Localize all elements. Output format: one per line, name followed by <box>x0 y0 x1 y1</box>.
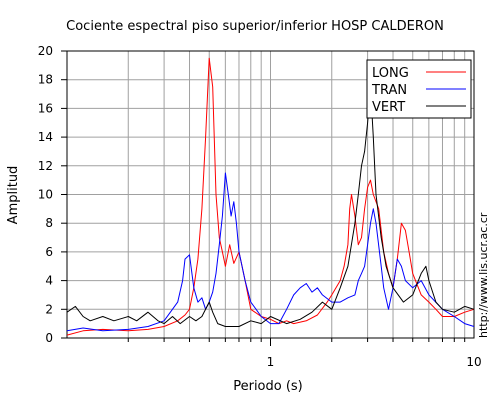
y-tick-label: 8 <box>45 216 53 230</box>
series-line-vert <box>66 86 475 327</box>
y-tick-label: 10 <box>38 188 53 202</box>
y-tick-label: 18 <box>38 73 53 87</box>
legend-label-vert: VERT <box>372 100 405 115</box>
y-axis-label: Amplitud <box>6 166 21 225</box>
y-tick-label: 16 <box>38 101 53 115</box>
chart-title: Cociente espectral piso superior/inferio… <box>66 19 444 34</box>
series-line-tran <box>66 172 475 332</box>
y-tick-label: 12 <box>38 159 53 173</box>
y-tick-label: 4 <box>45 274 53 288</box>
legend: LONG TRAN VERT <box>366 59 472 119</box>
y-tick-label: 6 <box>45 245 53 259</box>
legend-label-tran: TRAN <box>371 83 407 98</box>
series-layer <box>66 57 475 336</box>
series-line-long <box>66 57 475 336</box>
x-tick-label: 10 <box>466 355 481 369</box>
legend-label-long: LONG <box>372 66 409 81</box>
y-tick-label: 14 <box>38 130 53 144</box>
source-url-text: http://www.lis.ucr.ac.cr <box>477 212 490 338</box>
y-tick-label: 0 <box>45 331 53 345</box>
y-tick-label: 2 <box>45 302 53 316</box>
x-axis-label: Periodo (s) <box>233 379 303 394</box>
y-tick-label: 20 <box>38 44 53 58</box>
tick-layer: 0 2 4 6 8 10 12 14 16 18 20 1 10 <box>38 44 482 369</box>
grid <box>67 51 474 338</box>
x-tick-label: 1 <box>267 355 275 369</box>
